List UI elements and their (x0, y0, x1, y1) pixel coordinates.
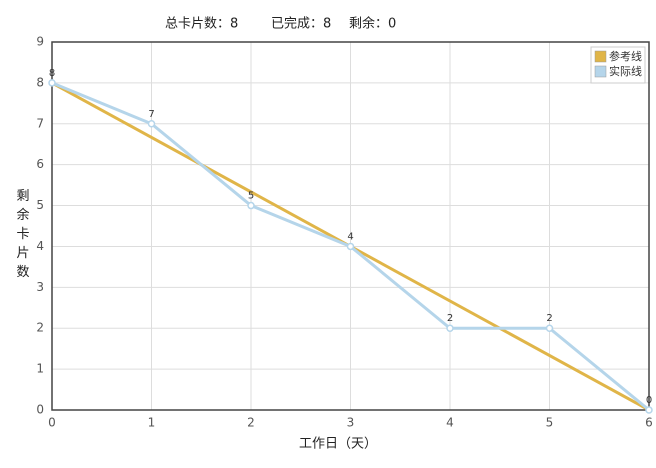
legend-label: 实际线 (609, 64, 642, 78)
x-tick-label: 1 (148, 416, 156, 430)
y-tick-label: 3 (36, 280, 44, 294)
value-label: 5 (248, 191, 254, 202)
x-tick-label: 6 (645, 416, 653, 430)
x-tick-label: 0 (48, 416, 56, 430)
x-tick-label: 3 (347, 416, 355, 430)
y-tick-label: 6 (36, 157, 44, 171)
value-label: 8 (49, 68, 55, 79)
y-tick-label: 0 (36, 403, 44, 417)
legend-swatch (594, 65, 607, 78)
point (247, 201, 255, 210)
value-label: 0 (646, 395, 652, 406)
header-stat: 已完成：8 (271, 17, 331, 32)
point (147, 120, 156, 128)
point (446, 324, 454, 332)
point (346, 242, 355, 251)
point (545, 324, 554, 332)
header-stat: 剩余：0 (349, 16, 396, 32)
y-tick-label: 4 (36, 239, 44, 253)
y-axis-label: 剩余卡片数 (14, 189, 30, 284)
x-tick-label: 2 (247, 416, 255, 430)
legend-swatch (594, 50, 607, 63)
legend-label: 参考线 (609, 49, 642, 63)
value-label: 7 (148, 109, 154, 120)
value-label: 4 (347, 231, 353, 242)
plot-frame (51, 41, 650, 411)
y-tick-label: 7 (36, 116, 44, 130)
y-tick-label: 1 (36, 362, 44, 376)
point (48, 79, 56, 87)
y-tick-label: 9 (36, 35, 44, 49)
y-tick-label: 2 (36, 321, 44, 335)
x-tick-label: 4 (446, 416, 454, 430)
y-tick-label: 5 (36, 198, 44, 212)
x-tick-label: 5 (546, 416, 554, 430)
y-tick-label: 8 (36, 75, 44, 89)
point (645, 406, 653, 414)
x-axis-label: 工作日（天） (299, 437, 377, 452)
value-label: 2 (447, 313, 453, 324)
value-label: 2 (546, 313, 552, 324)
header-stat: 总卡片数：8 (165, 17, 238, 32)
